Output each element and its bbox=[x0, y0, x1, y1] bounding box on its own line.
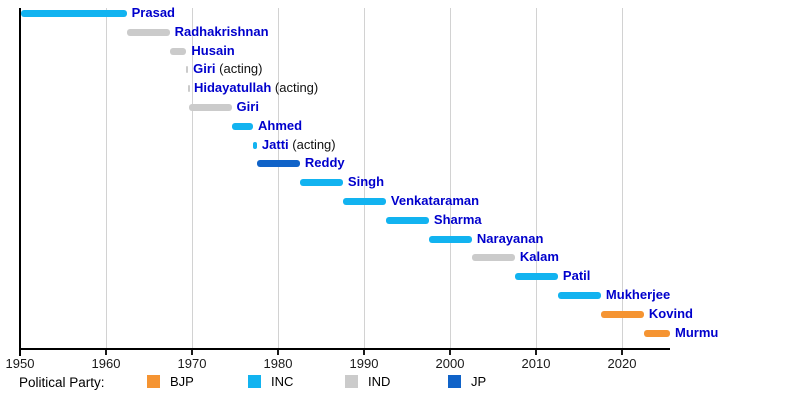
term-bar-reddy[interactable] bbox=[256, 160, 300, 168]
tick-label-2010: 2010 bbox=[521, 356, 551, 371]
president-name[interactable]: Giri bbox=[236, 99, 259, 114]
term-bar-murmu[interactable] bbox=[643, 329, 670, 337]
president-label-venkataraman[interactable]: Venkataraman bbox=[391, 193, 479, 209]
president-name[interactable]: Narayanan bbox=[476, 230, 544, 246]
president-label-radhakrishnan[interactable]: Radhakrishnan bbox=[175, 24, 269, 40]
tick-2010 bbox=[535, 349, 537, 355]
gridline-2020 bbox=[622, 8, 623, 348]
term-bar-singh[interactable] bbox=[299, 179, 343, 187]
tick-label-1990: 1990 bbox=[349, 356, 379, 371]
president-name[interactable]: Hidayatullah bbox=[193, 80, 272, 96]
tick-label-1980: 1980 bbox=[263, 356, 293, 371]
acting-suffix: (acting) bbox=[215, 61, 263, 77]
president-name[interactable]: Murmu bbox=[675, 324, 719, 340]
tick-1970 bbox=[191, 349, 193, 355]
y-axis-line bbox=[19, 8, 21, 356]
term-bar-hidayatullah-acting[interactable] bbox=[188, 85, 191, 93]
legend-swatch-ind bbox=[345, 375, 358, 388]
tick-label-2020: 2020 bbox=[607, 356, 637, 371]
term-bar-jatti-acting[interactable] bbox=[253, 141, 257, 149]
president-label-murmu[interactable]: Murmu bbox=[675, 325, 718, 341]
president-label-narayanan[interactable]: Narayanan bbox=[477, 231, 543, 247]
legend-label-ind: IND bbox=[368, 374, 391, 389]
tick-1960 bbox=[105, 349, 107, 355]
president-name[interactable]: Husain bbox=[191, 42, 235, 58]
gridline-1990 bbox=[364, 8, 365, 348]
president-label-mukherjee[interactable]: Mukherjee bbox=[606, 287, 670, 303]
gridline-1980 bbox=[278, 8, 279, 348]
legend-title: Political Party: bbox=[19, 375, 105, 390]
legend-swatch-bjp bbox=[147, 375, 160, 388]
president-label-giri-acting[interactable]: Giri (acting) bbox=[193, 61, 262, 77]
tick-2020 bbox=[621, 349, 623, 355]
tick-label-2000: 2000 bbox=[435, 356, 465, 371]
acting-suffix: (acting) bbox=[288, 136, 336, 152]
term-bar-kovind[interactable] bbox=[600, 310, 644, 318]
president-name[interactable]: Reddy bbox=[304, 155, 345, 171]
president-name[interactable]: Jatti bbox=[261, 136, 289, 152]
president-name[interactable]: Radhakrishnan bbox=[174, 23, 269, 39]
president-name[interactable]: Kovind bbox=[648, 305, 693, 321]
term-bar-patil[interactable] bbox=[514, 273, 558, 281]
term-bar-venkataraman[interactable] bbox=[342, 198, 386, 205]
president-label-jatti-acting[interactable]: Jatti (acting) bbox=[262, 137, 336, 153]
president-name[interactable]: Prasad bbox=[131, 5, 175, 20]
president-label-prasad[interactable]: Prasad bbox=[132, 5, 175, 21]
tick-1990 bbox=[363, 349, 365, 355]
term-bar-prasad[interactable] bbox=[20, 10, 127, 17]
term-bar-narayanan[interactable] bbox=[428, 235, 472, 243]
president-label-singh[interactable]: Singh bbox=[348, 174, 384, 190]
tick-2000 bbox=[449, 349, 451, 355]
legend-swatch-inc bbox=[248, 375, 261, 388]
term-bar-kalam[interactable] bbox=[471, 254, 515, 262]
tick-1980 bbox=[277, 349, 279, 355]
legend-label-jp: JP bbox=[471, 374, 487, 389]
gridline-2000 bbox=[450, 8, 451, 348]
term-bar-husain[interactable] bbox=[169, 47, 187, 55]
x-axis-line bbox=[19, 348, 670, 350]
gridline-2010 bbox=[536, 8, 537, 348]
term-bar-giri-acting[interactable] bbox=[186, 66, 189, 74]
term-bar-giri[interactable] bbox=[188, 104, 232, 111]
tick-label-1970: 1970 bbox=[177, 356, 207, 371]
president-name[interactable]: Sharma bbox=[433, 211, 482, 227]
president-label-giri[interactable]: Giri bbox=[237, 99, 259, 115]
legend-label-inc: INC bbox=[271, 374, 294, 389]
president-name[interactable]: Mukherjee bbox=[605, 287, 671, 302]
president-label-husain[interactable]: Husain bbox=[191, 43, 234, 59]
term-bar-ahmed[interactable] bbox=[231, 122, 254, 130]
president-label-patil[interactable]: Patil bbox=[563, 268, 590, 284]
legend-label-bjp: BJP bbox=[170, 374, 194, 389]
term-bar-sharma[interactable] bbox=[385, 216, 429, 224]
president-label-sharma[interactable]: Sharma bbox=[434, 212, 482, 228]
legend-swatch-jp bbox=[448, 375, 461, 388]
term-bar-radhakrishnan[interactable] bbox=[126, 28, 170, 36]
president-label-kalam[interactable]: Kalam bbox=[520, 249, 559, 265]
president-name[interactable]: Singh bbox=[347, 174, 385, 190]
president-name[interactable]: Patil bbox=[562, 268, 591, 284]
president-name[interactable]: Ahmed bbox=[258, 117, 303, 133]
term-bar-mukherjee[interactable] bbox=[557, 292, 601, 299]
president-label-ahmed[interactable]: Ahmed bbox=[258, 118, 302, 134]
president-name[interactable]: Venkataraman bbox=[390, 193, 480, 208]
president-label-reddy[interactable]: Reddy bbox=[305, 155, 345, 171]
president-label-kovind[interactable]: Kovind bbox=[649, 306, 693, 322]
tick-label-1950: 1950 bbox=[5, 356, 35, 371]
acting-suffix: (acting) bbox=[271, 80, 319, 96]
tick-label-1960: 1960 bbox=[91, 356, 121, 371]
gridline-1960 bbox=[106, 8, 107, 348]
gridline-1970 bbox=[192, 8, 193, 348]
president-name[interactable]: Kalam bbox=[519, 249, 559, 265]
president-name[interactable]: Giri bbox=[193, 61, 216, 77]
president-label-hidayatullah-acting[interactable]: Hidayatullah (acting) bbox=[194, 80, 318, 96]
